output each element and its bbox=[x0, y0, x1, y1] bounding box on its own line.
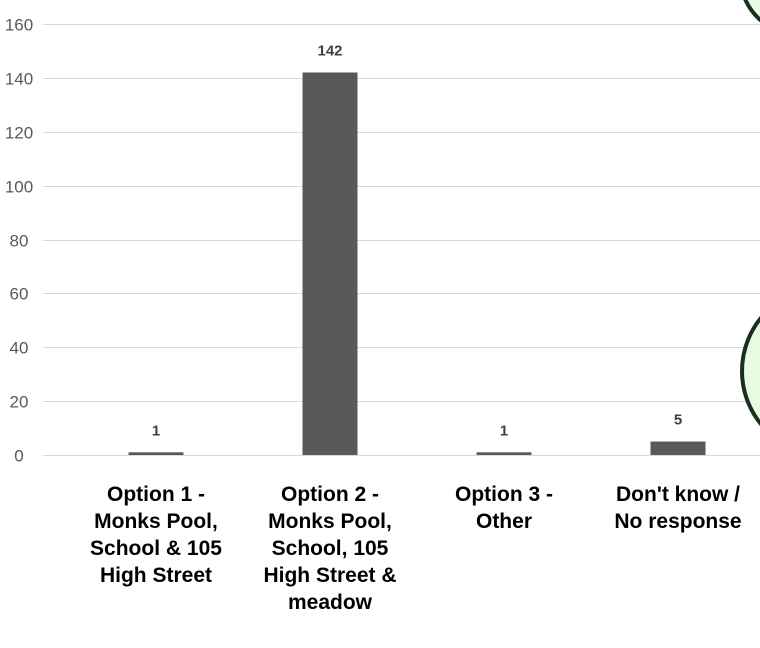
x-category-line: School & 105 bbox=[90, 537, 222, 560]
y-tick-label: 80 bbox=[10, 232, 29, 251]
data-labels: 1 142 1 5 bbox=[152, 42, 682, 439]
x-category-line: meadow bbox=[287, 591, 373, 614]
bar bbox=[302, 72, 358, 456]
y-tick-label: 0 bbox=[14, 447, 23, 466]
y-tick-label: 120 bbox=[5, 124, 33, 143]
y-tick-label: 20 bbox=[10, 393, 29, 412]
data-label: 5 bbox=[674, 412, 682, 429]
decorative-circle-top bbox=[743, 0, 760, 23]
bars bbox=[128, 72, 706, 456]
x-category-label: Don't know / No response bbox=[592, 481, 760, 535]
y-tick-label: 60 bbox=[10, 285, 29, 304]
x-category-line: Don't know / bbox=[616, 483, 740, 506]
y-tick-label: 100 bbox=[5, 178, 33, 197]
x-category-label: Option 3 - Other bbox=[418, 481, 590, 535]
x-category-line: Option 2 - bbox=[281, 483, 379, 506]
bar bbox=[650, 441, 706, 455]
data-label: 1 bbox=[500, 422, 508, 439]
data-label: 1 bbox=[152, 422, 160, 439]
gridlines bbox=[43, 24, 760, 456]
decorative-circles bbox=[740, 0, 760, 427]
y-tick-label: 140 bbox=[5, 70, 33, 89]
y-axis-ticks: 0 20 40 60 80 100 120 140 160 bbox=[5, 16, 33, 466]
x-category-line: Other bbox=[475, 510, 532, 533]
x-category-line: No response bbox=[614, 510, 742, 533]
x-category-line: Monks Pool, bbox=[268, 510, 392, 533]
x-category-line: Monks Pool, bbox=[94, 510, 218, 533]
x-category-label: Option 1 - Monks Pool, School & 105 High St… bbox=[70, 481, 242, 589]
y-tick-label: 40 bbox=[10, 339, 29, 358]
decorative-circle-right bbox=[740, 315, 760, 427]
bar bbox=[476, 452, 532, 455]
x-category-line: Option 1 - bbox=[107, 483, 205, 506]
x-category-line: School, 105 bbox=[271, 537, 389, 560]
x-category-line: High Street & bbox=[263, 564, 397, 587]
x-category-line: Option 3 - bbox=[455, 483, 553, 506]
x-category-line: High Street bbox=[99, 564, 212, 587]
x-category-label: Option 2 - Monks Pool, School, 105 High Str… bbox=[244, 481, 416, 616]
bar bbox=[128, 452, 184, 455]
y-tick-label: 160 bbox=[5, 16, 33, 35]
data-label: 142 bbox=[317, 42, 342, 59]
